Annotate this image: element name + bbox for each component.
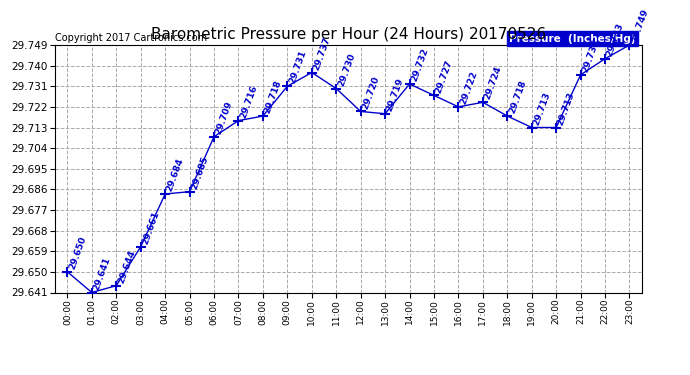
- Text: 29.749: 29.749: [629, 8, 650, 44]
- Text: 29.709: 29.709: [214, 100, 235, 135]
- Text: 29.719: 29.719: [385, 76, 406, 112]
- Text: 29.644: 29.644: [117, 249, 137, 285]
- Text: 29.724: 29.724: [483, 65, 503, 101]
- Text: 29.722: 29.722: [458, 70, 479, 106]
- Text: 29.737: 29.737: [312, 35, 332, 71]
- Text: 29.720: 29.720: [361, 75, 381, 110]
- Title: Barometric Pressure per Hour (24 Hours) 20170526: Barometric Pressure per Hour (24 Hours) …: [151, 27, 546, 42]
- Text: 29.743: 29.743: [605, 22, 625, 58]
- Text: 29.684: 29.684: [165, 157, 186, 193]
- Text: 29.732: 29.732: [410, 47, 430, 83]
- Text: 29.730: 29.730: [336, 52, 357, 87]
- Text: Pressure  (Inches/Hg): Pressure (Inches/Hg): [509, 34, 636, 44]
- Text: 29.713: 29.713: [556, 90, 577, 126]
- Text: 29.718: 29.718: [507, 79, 528, 115]
- Text: 29.661: 29.661: [141, 210, 161, 246]
- Text: 29.713: 29.713: [532, 90, 552, 126]
- Text: 29.727: 29.727: [434, 58, 455, 94]
- Text: 29.641: 29.641: [92, 255, 112, 291]
- Text: 29.736: 29.736: [580, 38, 601, 74]
- Text: 29.650: 29.650: [68, 235, 88, 271]
- Text: Copyright 2017 Cartronics.com: Copyright 2017 Cartronics.com: [55, 33, 207, 42]
- Text: 29.731: 29.731: [287, 49, 308, 85]
- Text: 29.685: 29.685: [190, 155, 210, 190]
- Text: 29.718: 29.718: [263, 79, 284, 115]
- Text: 29.716: 29.716: [239, 84, 259, 120]
